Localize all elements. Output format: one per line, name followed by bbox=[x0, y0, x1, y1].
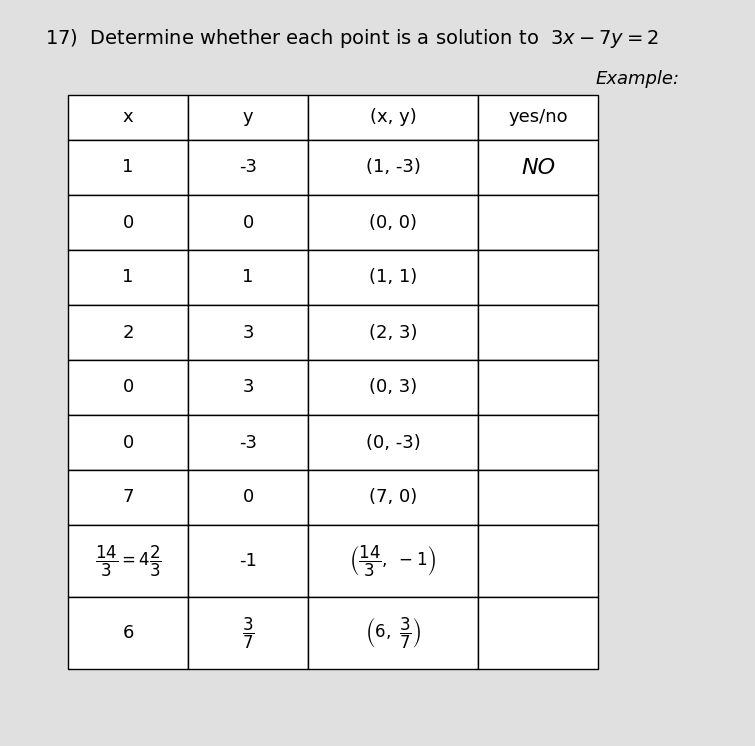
Bar bbox=[188, 95, 308, 140]
Bar bbox=[188, 250, 308, 305]
Text: 0: 0 bbox=[122, 433, 134, 451]
Bar bbox=[308, 95, 478, 140]
Text: $\left(\dfrac{14}{3},\ -1\right)$: $\left(\dfrac{14}{3},\ -1\right)$ bbox=[350, 543, 436, 579]
Bar bbox=[308, 195, 478, 250]
Bar bbox=[478, 250, 598, 305]
Text: 0: 0 bbox=[122, 213, 134, 231]
Bar bbox=[188, 305, 308, 360]
Text: (1, -3): (1, -3) bbox=[365, 158, 421, 177]
Text: -3: -3 bbox=[239, 433, 257, 451]
Text: NO: NO bbox=[521, 157, 555, 178]
Bar bbox=[478, 525, 598, 597]
Text: 1: 1 bbox=[122, 269, 134, 286]
Bar bbox=[478, 360, 598, 415]
Bar bbox=[68, 140, 188, 195]
Text: 0: 0 bbox=[242, 213, 254, 231]
Bar bbox=[308, 470, 478, 525]
Bar bbox=[188, 195, 308, 250]
Bar bbox=[68, 250, 188, 305]
Text: $\dfrac{3}{7}$: $\dfrac{3}{7}$ bbox=[242, 615, 254, 651]
Text: 6: 6 bbox=[122, 624, 134, 642]
Bar bbox=[478, 597, 598, 669]
Text: (7, 0): (7, 0) bbox=[369, 489, 417, 507]
Bar bbox=[308, 250, 478, 305]
Bar bbox=[68, 195, 188, 250]
Bar bbox=[478, 140, 598, 195]
Text: $\dfrac{14}{3} = 4\dfrac{2}{3}$: $\dfrac{14}{3} = 4\dfrac{2}{3}$ bbox=[94, 543, 162, 579]
Text: 1: 1 bbox=[122, 158, 134, 177]
Bar bbox=[308, 140, 478, 195]
Text: 3: 3 bbox=[242, 378, 254, 397]
Bar bbox=[308, 415, 478, 470]
Bar bbox=[478, 195, 598, 250]
Text: yes/no: yes/no bbox=[508, 108, 568, 127]
Text: (2, 3): (2, 3) bbox=[368, 324, 418, 342]
Bar bbox=[188, 415, 308, 470]
Bar bbox=[188, 140, 308, 195]
Text: x: x bbox=[122, 108, 134, 127]
Bar bbox=[478, 415, 598, 470]
Text: 0: 0 bbox=[242, 489, 254, 507]
Bar bbox=[188, 597, 308, 669]
Bar bbox=[188, 470, 308, 525]
Bar bbox=[188, 360, 308, 415]
Text: 0: 0 bbox=[122, 378, 134, 397]
Bar bbox=[478, 305, 598, 360]
Text: -1: -1 bbox=[239, 552, 257, 570]
Bar bbox=[478, 470, 598, 525]
Bar bbox=[68, 360, 188, 415]
Text: -3: -3 bbox=[239, 158, 257, 177]
Text: y: y bbox=[242, 108, 254, 127]
Bar bbox=[188, 525, 308, 597]
Bar bbox=[68, 597, 188, 669]
Bar bbox=[68, 470, 188, 525]
Text: $\left(6,\ \dfrac{3}{7}\right)$: $\left(6,\ \dfrac{3}{7}\right)$ bbox=[365, 615, 421, 651]
Text: (0, -3): (0, -3) bbox=[365, 433, 421, 451]
Bar bbox=[308, 305, 478, 360]
Bar bbox=[68, 415, 188, 470]
Bar bbox=[308, 360, 478, 415]
Text: 2: 2 bbox=[122, 324, 134, 342]
Text: Example:: Example: bbox=[596, 70, 680, 88]
Text: 3: 3 bbox=[242, 324, 254, 342]
Text: 7: 7 bbox=[122, 489, 134, 507]
Text: (x, y): (x, y) bbox=[370, 108, 416, 127]
Bar bbox=[308, 525, 478, 597]
Bar bbox=[68, 525, 188, 597]
Bar bbox=[68, 305, 188, 360]
Text: 1: 1 bbox=[242, 269, 254, 286]
Text: (1, 1): (1, 1) bbox=[369, 269, 417, 286]
Bar bbox=[68, 95, 188, 140]
Bar bbox=[478, 95, 598, 140]
Text: (0, 0): (0, 0) bbox=[369, 213, 417, 231]
Text: 17)  Determine whether each point is a solution to  $3x - 7y = 2$: 17) Determine whether each point is a so… bbox=[45, 27, 658, 49]
Bar bbox=[308, 597, 478, 669]
Text: (0, 3): (0, 3) bbox=[369, 378, 417, 397]
